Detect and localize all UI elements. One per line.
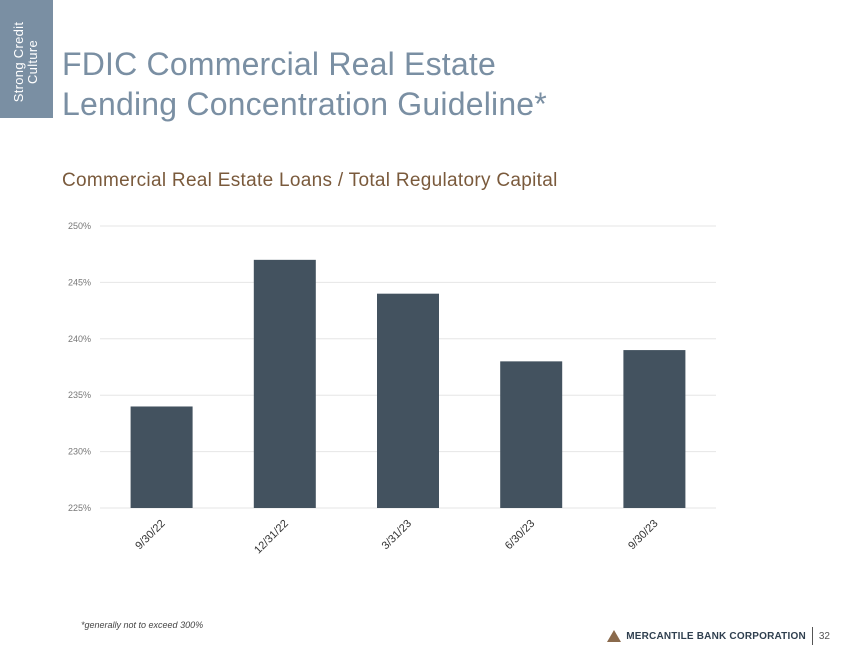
footer-divider [811,627,813,645]
footer: MERCANTILE BANK CORPORATION 32 [607,627,830,645]
section-tab: Strong Credit Culture [0,0,53,118]
bar [130,406,193,508]
bar-chart: 225% 230% 235% 240% 245% 250% 9/30/22 12/31/22 3… [68,221,716,557]
bar [377,293,439,508]
page-title-line2: Lending Concentration Guideline* [62,86,547,122]
y-tick-label: 225% [68,503,91,513]
x-tick-label: 6/30/23 [503,518,537,552]
page-title: FDIC Commercial Real Estate Lending Conc… [62,44,547,124]
x-tick-label: 9/30/23 [626,518,660,552]
page-number: 32 [818,630,830,642]
page-title-line1: FDIC Commercial Real Estate [62,46,496,82]
y-tick-label: 245% [68,277,91,287]
y-tick-label: 230% [68,447,91,457]
company-name: MERCANTILE BANK CORPORATION [626,630,806,642]
x-tick-label: 9/30/22 [133,518,167,552]
y-tick-label: 250% [68,221,91,231]
x-tick-label: 12/31/22 [252,518,291,557]
y-tick-label: 240% [68,334,91,344]
y-tick-label: 235% [68,390,91,400]
chart-title: Commercial Real Estate Loans / Total Reg… [62,170,558,191]
bar [623,350,686,508]
bar [500,361,563,508]
bar [253,259,316,508]
x-tick-label: 3/31/23 [380,518,414,552]
footnote: *generally not to exceed 300% [81,620,204,630]
triangle-logo-icon [607,630,622,642]
